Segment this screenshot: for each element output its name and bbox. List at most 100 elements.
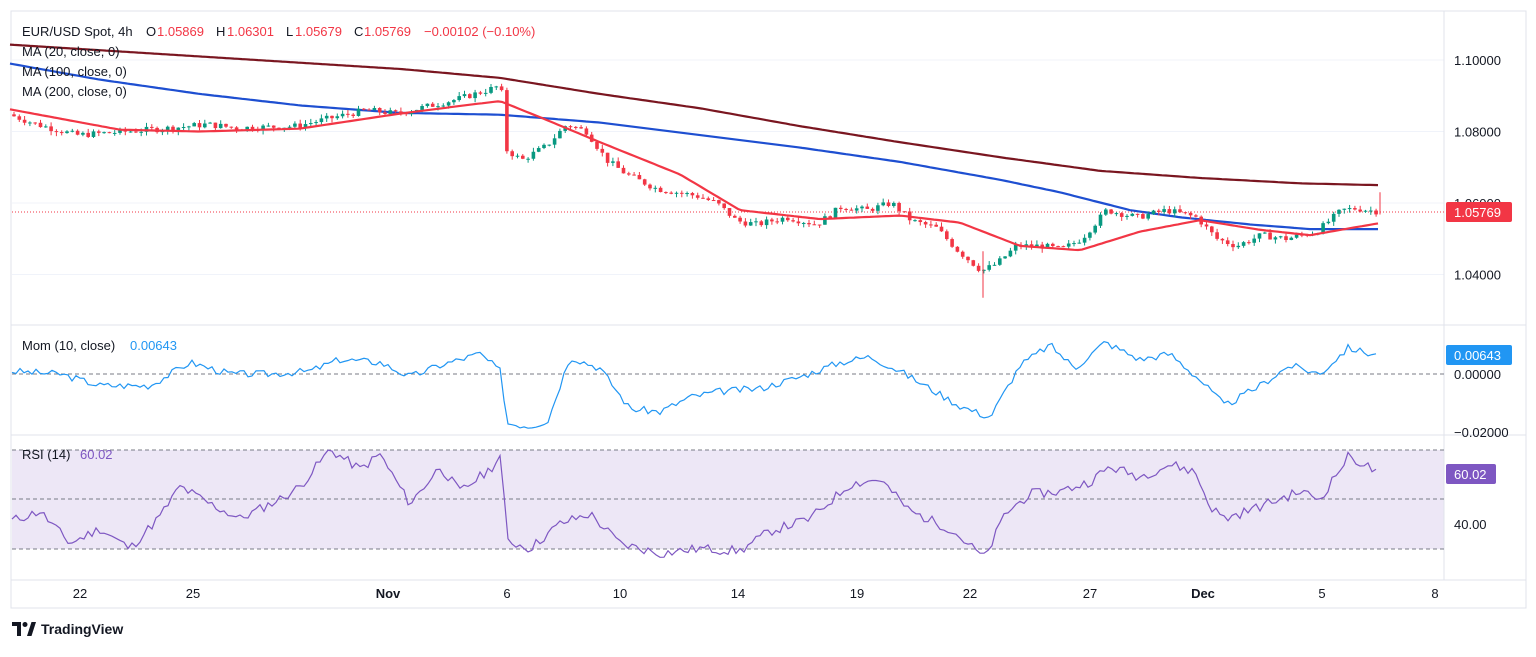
candle-body — [197, 123, 202, 128]
close-label: C — [354, 24, 363, 39]
candle-body — [1257, 233, 1262, 239]
candle-body — [1066, 243, 1071, 247]
candle-body — [483, 92, 488, 94]
legend-ma200[interactable]: MA (200, close, 0) — [22, 84, 127, 99]
time-axis[interactable]: 22 25 Nov 6 10 14 19 22 27 Dec 5 8 — [73, 586, 1439, 601]
candle-body — [65, 131, 69, 134]
candle-body — [335, 116, 340, 119]
candle-body — [59, 132, 64, 134]
legend-ma100[interactable]: MA (100, close, 0) — [22, 64, 127, 79]
candle-body — [1273, 237, 1278, 240]
candle-body — [929, 224, 933, 226]
candle-body — [886, 202, 891, 207]
candle-body — [139, 131, 143, 133]
candle-body — [102, 132, 106, 134]
candle-body — [998, 258, 1002, 265]
tradingview-brand[interactable]: TradingView — [12, 621, 123, 637]
candle-body — [367, 109, 371, 111]
candle-body — [1358, 209, 1362, 212]
candle-body — [1183, 212, 1188, 214]
candle-body — [1119, 213, 1124, 217]
time-axis-label: 6 — [503, 586, 510, 601]
candle-body — [1029, 244, 1034, 247]
candle-body — [340, 113, 345, 117]
candle-body — [1056, 246, 1060, 248]
candle-body — [1241, 242, 1246, 246]
candle-body — [1220, 238, 1225, 241]
ma100-line — [9, 62, 1378, 231]
candle-body — [81, 132, 85, 135]
candle-body — [542, 144, 546, 149]
symbol-title[interactable]: EUR/USD Spot, 4h — [22, 24, 133, 39]
candle-body — [648, 184, 652, 189]
candle-body — [165, 126, 170, 131]
candle-body — [261, 125, 265, 131]
candle-body — [128, 131, 133, 133]
legend-momentum-label[interactable]: Mom (10, close) — [22, 338, 115, 353]
candle-body — [298, 123, 302, 128]
candle-body — [775, 221, 779, 223]
candle-body — [711, 200, 716, 202]
candle-body — [1294, 234, 1299, 238]
legend-rsi-label[interactable]: RSI (14) — [22, 447, 70, 462]
candle-body — [319, 118, 324, 123]
candle-body — [574, 126, 578, 128]
candle-body — [303, 124, 308, 128]
candle-body — [1204, 224, 1209, 227]
candle-body — [1284, 236, 1288, 241]
candle-body — [1035, 244, 1039, 247]
change-value: −0.00102 (−0.10%) — [424, 24, 535, 39]
candle-body — [791, 220, 795, 222]
candle-body — [552, 138, 557, 145]
candle-body — [823, 216, 827, 225]
candle-body — [452, 100, 456, 103]
candle-body — [955, 246, 960, 252]
candle-body — [224, 123, 228, 127]
candle-body — [266, 125, 271, 127]
candle-body — [833, 207, 838, 218]
price-axis[interactable]: 1.100001.080001.060001.040000.00000−0.02… — [1454, 53, 1509, 532]
candle-body — [1141, 214, 1145, 219]
candle-body — [664, 192, 668, 194]
candle-body — [1188, 212, 1193, 216]
ma200-line — [9, 43, 1379, 187]
candle-body — [86, 132, 90, 137]
legend-ma20[interactable]: MA (20, close, 0) — [22, 44, 120, 59]
time-axis-label: Dec — [1191, 586, 1215, 601]
candle-body — [960, 251, 965, 257]
candle-body — [388, 110, 393, 114]
rsi-tag: 60.02 — [1446, 464, 1496, 484]
candle-body — [1369, 210, 1373, 212]
candle-body — [558, 130, 562, 139]
candle-body — [976, 265, 981, 271]
candle-body — [733, 215, 737, 218]
candle-body — [314, 122, 318, 124]
candle-body — [754, 221, 758, 223]
price-tag: 1.05769 — [1446, 202, 1512, 222]
time-axis-label: 10 — [613, 586, 627, 601]
candle-body — [1225, 240, 1230, 245]
candle-body — [642, 179, 647, 185]
candle-body — [1157, 210, 1161, 212]
candle-body — [923, 222, 928, 225]
candle-body — [457, 96, 461, 101]
candle-body — [817, 224, 822, 226]
low-value: 1.05679 — [295, 24, 342, 39]
candle-body — [515, 155, 520, 157]
candle-body — [627, 173, 631, 175]
candle-body — [1178, 209, 1182, 213]
candle-body — [478, 92, 483, 94]
candle-body — [759, 221, 764, 226]
candle-body — [695, 195, 700, 198]
candle-body — [489, 86, 493, 93]
momentum-axis-label: −0.02000 — [1454, 425, 1509, 440]
candle-body — [1051, 243, 1055, 247]
candle-body — [49, 126, 53, 132]
candle-body — [494, 86, 499, 88]
time-axis-label: 22 — [963, 586, 977, 601]
candle-body — [939, 226, 944, 232]
time-axis-label: 19 — [850, 586, 864, 601]
candle-body — [801, 222, 806, 224]
candle-body — [324, 115, 329, 119]
